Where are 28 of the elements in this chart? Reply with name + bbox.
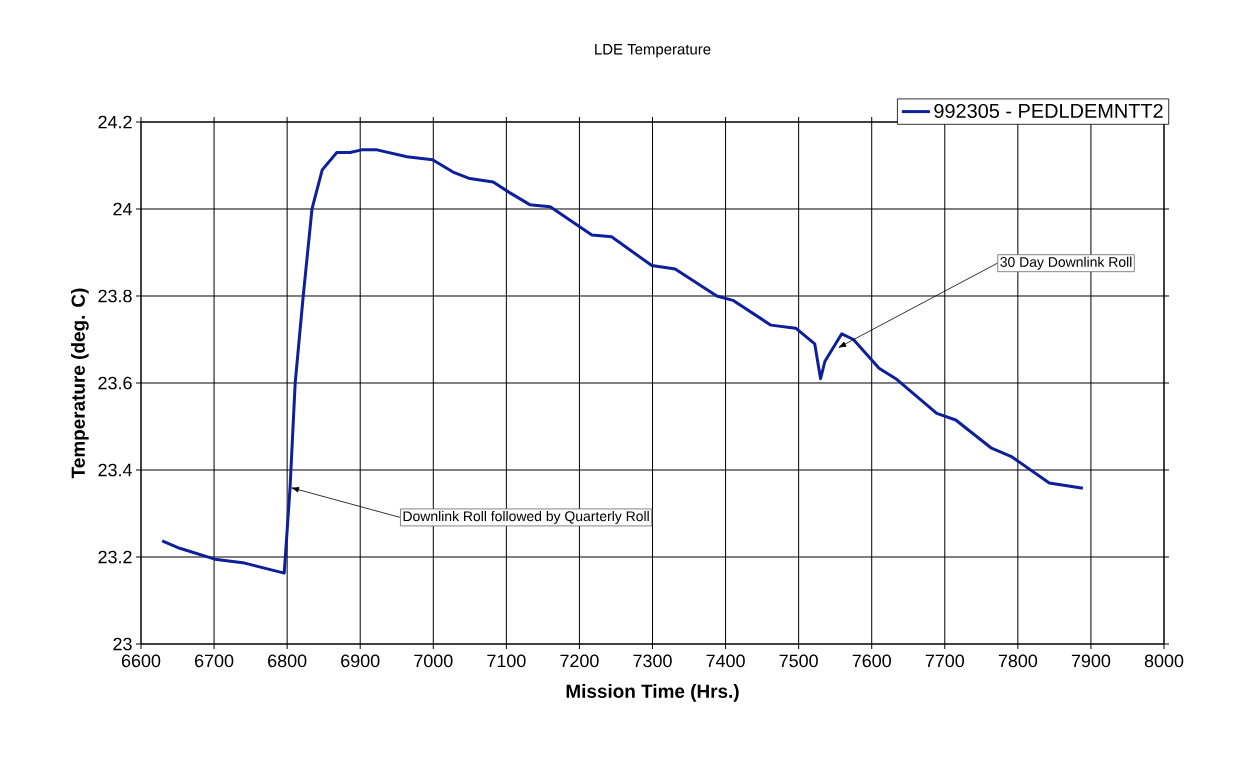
- y-tick-label: 23.2: [98, 550, 132, 564]
- x-tick-label: 6800: [268, 654, 307, 668]
- y-tick-label: 23: [113, 637, 132, 651]
- x-tick-label: 7700: [925, 654, 965, 668]
- x-tick-label: 6900: [341, 654, 380, 668]
- x-tick-label: 8000: [1144, 654, 1184, 668]
- x-axis-title: Mission Time (Hrs.): [566, 684, 739, 702]
- chart-title: LDE Temperature: [595, 44, 711, 58]
- y-tick-label: 23.6: [98, 376, 132, 390]
- x-tick-label: 6600: [121, 654, 161, 668]
- y-axis-title: Temperature (deg. C): [71, 288, 89, 479]
- x-tick-label: 6700: [195, 654, 234, 668]
- annotation: 30 Day Downlink Roll: [1000, 256, 1132, 270]
- x-tick-label: 7400: [706, 654, 745, 668]
- y-tick-label: 23.8: [98, 289, 132, 303]
- x-tick-label: 7500: [779, 654, 818, 668]
- legend-label: 992305 - PEDLDEMNTT2: [934, 103, 1163, 118]
- y-tick-label: 24: [113, 202, 132, 216]
- x-tick-label: 7600: [852, 654, 891, 668]
- x-tick-label: 7100: [487, 654, 526, 668]
- x-tick-label: 7300: [633, 654, 672, 668]
- annotation: Downlink Roll followed by Quarterly Roll: [403, 510, 649, 524]
- y-tick-label: 23.4: [98, 463, 132, 477]
- x-tick-label: 7900: [1071, 654, 1111, 668]
- x-tick-label: 7800: [998, 654, 1038, 668]
- y-tick-label: 24.2: [98, 115, 132, 129]
- x-tick-label: 7000: [414, 654, 453, 668]
- x-tick-label: 7200: [560, 654, 599, 668]
